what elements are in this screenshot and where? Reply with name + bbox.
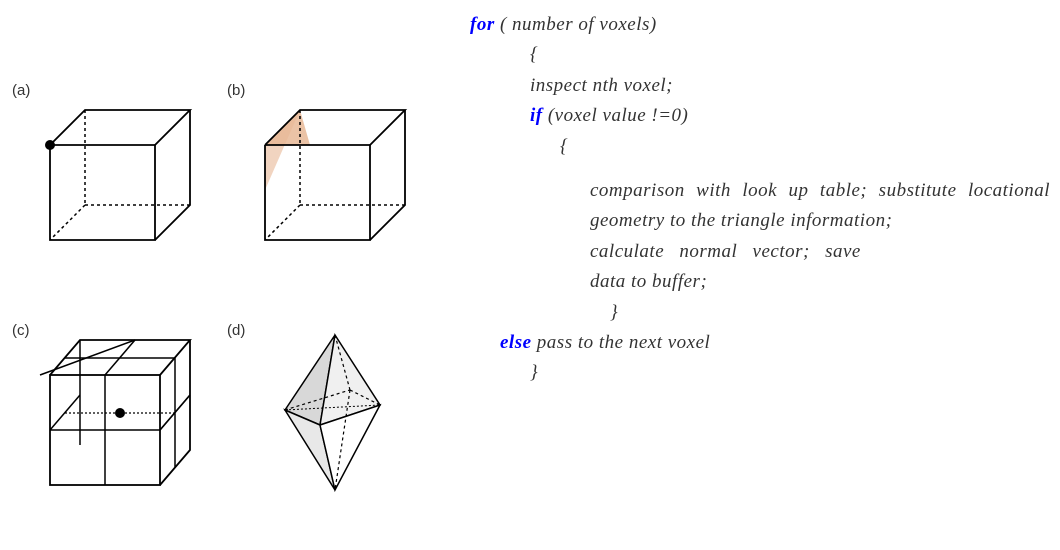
keyword-if: if: [530, 105, 543, 126]
diagram-b: (b): [215, 70, 430, 310]
code-panel: for ( number of voxels) { inspect nth vo…: [430, 0, 1060, 541]
diagram-grid: (a) (b): [0, 70, 430, 550]
code-for-line: for ( number of voxels): [440, 10, 1060, 40]
code-data: data to buffer;: [440, 267, 1060, 297]
brace-close-2: }: [440, 298, 1060, 328]
code-calc: calculate normal vector; save: [440, 237, 1060, 267]
brace-close-1: }: [440, 358, 1060, 388]
main-container: (a) (b): [0, 0, 1060, 541]
code-if-line: if (voxel value !=0): [440, 101, 1060, 131]
diagrams-panel: (a) (b): [0, 0, 430, 541]
diagram-d: (d): [215, 310, 430, 550]
diagram-a: (a): [0, 70, 215, 310]
spacer: [440, 162, 1060, 176]
brace-open-2: {: [440, 132, 1060, 162]
else-body: pass to the next voxel: [532, 332, 711, 353]
if-condition: (voxel value !=0): [543, 105, 689, 126]
label-d: (d): [227, 322, 245, 339]
cube-a-icon: [40, 90, 210, 260]
keyword-else: else: [500, 332, 532, 353]
label-b: (b): [227, 82, 245, 99]
octahedron-d-icon: [260, 325, 430, 505]
label-a: (a): [12, 82, 30, 99]
cube-c-icon: [35, 320, 215, 500]
pseudocode: for ( number of voxels) { inspect nth vo…: [440, 10, 1060, 389]
keyword-for: for: [470, 14, 495, 35]
code-else-line: else pass to the next voxel: [440, 328, 1060, 358]
cube-b-icon: [255, 90, 425, 260]
label-c: (c): [12, 322, 30, 339]
diagram-c: (c): [0, 310, 215, 550]
code-inspect: inspect nth voxel;: [440, 71, 1060, 101]
code-body-block: comparison with look up table; substitut…: [590, 176, 1050, 237]
brace-open-1: {: [440, 40, 1060, 70]
for-condition: ( number of voxels): [495, 14, 657, 35]
